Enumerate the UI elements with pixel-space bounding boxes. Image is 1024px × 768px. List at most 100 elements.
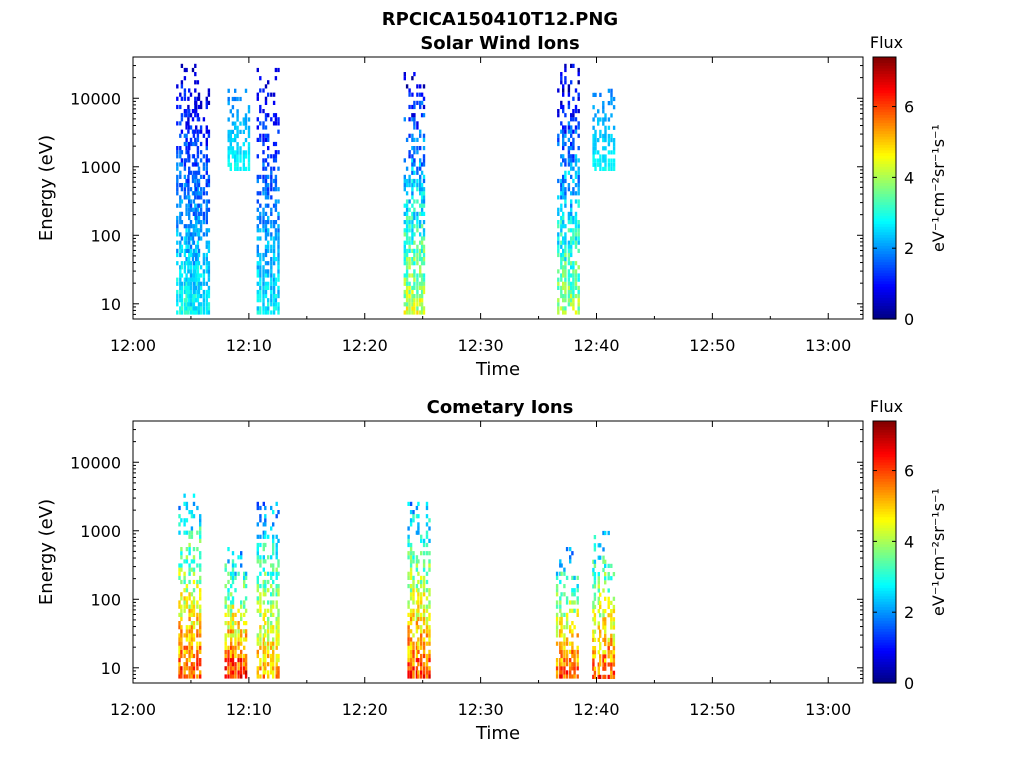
heatmap-cell [555,571,559,576]
heatmap-cell [234,612,237,617]
heatmap-cell [192,666,196,671]
heatmap-cell [236,109,239,114]
heatmap-cell [413,294,416,299]
heatmap-cell [267,649,270,654]
heatmap-cell [555,575,559,580]
heatmap-cell [604,609,607,614]
heatmap-cell [428,670,431,675]
heatmap-cell [180,633,183,638]
heatmap-cell [244,658,248,663]
heatmap-cell [604,129,607,134]
heatmap-cell [422,563,426,568]
heatmap-cell [560,121,563,126]
heatmap-cell [275,567,278,572]
colorbar-swatch [873,177,896,181]
heatmap-cell [405,211,409,216]
heatmap-cell [259,633,262,638]
heatmap-cell [243,600,246,605]
heatmap-cell [240,670,243,675]
heatmap-cell [179,211,182,216]
heatmap-cell [187,104,190,110]
heatmap-cell [570,273,573,278]
heatmap-cell [607,166,611,171]
heatmap-cell [180,273,184,278]
heatmap-cell [183,670,186,675]
heatmap-cell [256,117,259,122]
heatmap-cell [593,543,597,548]
heatmap-cell [180,80,184,85]
heatmap-cell [244,674,248,679]
heatmap-cell [191,67,195,73]
heatmap-cell [565,596,569,601]
heatmap-cell [563,645,566,650]
heatmap-cell [264,100,268,105]
heatmap-cell [259,298,262,303]
heatmap-cell [417,522,420,527]
heatmap-cell [555,662,559,667]
heatmap-cell [188,645,191,650]
heatmap-cell [415,645,419,650]
heatmap-cell [199,211,203,216]
heatmap-cell [234,674,237,679]
heatmap-cell [564,158,567,163]
heatmap-cell [194,289,197,295]
heatmap-cell [408,240,411,245]
heatmap-cell [275,555,278,560]
colorbar-swatch [873,437,896,441]
heatmap-cell [244,166,248,171]
heatmap-cell [411,310,414,315]
heatmap-cell [557,113,560,118]
heatmap-cell [197,310,201,315]
heatmap-cell [419,269,422,274]
heatmap-cell [573,674,576,679]
heatmap-cell [188,547,191,552]
colorbar-swatch [873,138,896,143]
heatmap-cell [275,551,278,556]
heatmap-cell [267,608,270,613]
heatmap-cell [243,662,246,667]
heatmap-cell [277,621,280,626]
heatmap-cell [262,649,265,654]
heatmap-cell [199,551,202,556]
heatmap-cell [560,658,563,663]
heatmap-cell [408,207,411,212]
heatmap-cell [557,310,560,315]
heatmap-cell [256,228,259,233]
heatmap-cell [560,625,563,630]
heatmap-cell [559,670,562,675]
heatmap-cell [573,653,576,659]
heatmap-cell [267,80,270,85]
heatmap-cell [197,252,201,258]
heatmap-cell [572,129,575,134]
heatmap-cell [572,261,575,266]
heatmap-cell [574,104,578,110]
heatmap-cell [612,654,616,659]
heatmap-cell [592,572,595,577]
heatmap-cell [224,600,227,605]
heatmap-cell [409,621,413,626]
heatmap-cell [229,129,232,134]
heatmap-cell [570,252,573,258]
heatmap-cell [274,141,278,147]
heatmap-cell [560,257,563,262]
heatmap-cell [416,220,419,225]
heatmap-cell [259,600,262,605]
heatmap-cell [555,616,559,622]
heatmap-cell [407,526,410,531]
heatmap-cell [264,522,267,527]
heatmap-cell [264,584,267,589]
heatmap-cell [270,277,273,282]
heatmap-cell [275,645,278,650]
heatmap-cell [196,530,199,535]
heatmap-cell [574,88,578,93]
heatmap-cell [183,302,187,307]
heatmap-cell [592,666,595,671]
heatmap-cell [256,306,259,311]
colorbar-swatch [873,606,896,610]
heatmap-cell [231,154,235,159]
heatmap-cell [416,248,419,253]
heatmap-cell [562,125,565,130]
heatmap-cell [262,125,265,130]
heatmap-cell [559,621,562,626]
heatmap-cell [277,641,280,646]
